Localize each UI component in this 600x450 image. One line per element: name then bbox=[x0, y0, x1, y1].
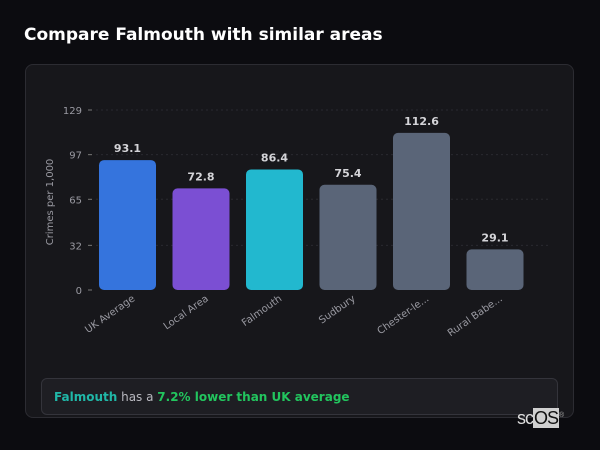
data-label: 29.1 bbox=[481, 231, 508, 244]
bar-0 bbox=[99, 160, 156, 290]
data-label: 93.1 bbox=[114, 142, 141, 155]
logo: scOS® bbox=[517, 408, 564, 428]
x-tick-label: UK Average bbox=[83, 293, 137, 335]
area-name: Falmouth bbox=[54, 390, 118, 404]
y-axis-label: Crimes per 1,000 bbox=[45, 159, 56, 246]
x-tick-label: Falmouth bbox=[240, 293, 284, 329]
comparison-note: Falmouth has a 7.2% lower than UK averag… bbox=[41, 378, 558, 415]
bar-2 bbox=[246, 169, 303, 290]
x-tick-label: Chester-le... bbox=[376, 293, 432, 337]
data-label: 86.4 bbox=[261, 151, 288, 164]
x-tick-label: Sudbury bbox=[317, 293, 358, 326]
data-label: 112.6 bbox=[404, 115, 439, 128]
page-title: Compare Falmouth with similar areas bbox=[24, 25, 383, 45]
y-tick-label: 65 bbox=[69, 195, 82, 206]
bar-1 bbox=[172, 188, 230, 290]
y-tick-label: 129 bbox=[63, 106, 82, 117]
bar-4 bbox=[393, 132, 450, 290]
data-label: 75.4 bbox=[334, 167, 361, 180]
data-label: 72.8 bbox=[187, 170, 214, 183]
y-tick-label: 0 bbox=[76, 286, 82, 297]
x-tick-label: Local Area bbox=[162, 293, 211, 332]
y-tick-label: 32 bbox=[69, 241, 82, 252]
x-tick-label: Rural Babe... bbox=[446, 293, 505, 339]
y-tick-label: 97 bbox=[69, 151, 82, 162]
note-text: has a bbox=[117, 390, 158, 404]
bar-3 bbox=[319, 184, 377, 290]
bar-5 bbox=[466, 249, 524, 290]
comparison-stat: 7.2% lower than UK average bbox=[157, 390, 350, 404]
